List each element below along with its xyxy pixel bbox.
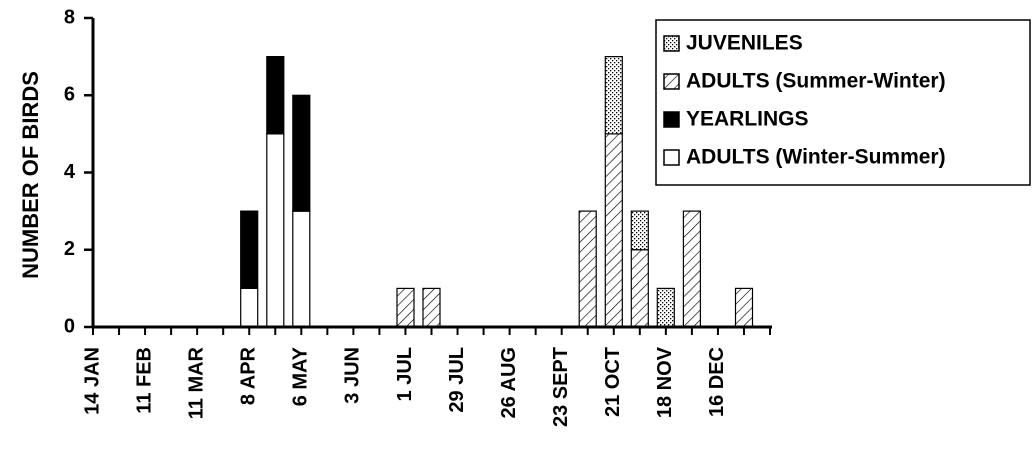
x-tick-label: 11 MAR [185,346,207,419]
bars-layer [240,55,754,328]
y-tick-label: 6 [64,84,75,106]
x-tick-label: 3 JUN [342,347,364,404]
x-tick-label: 6 MAY [290,346,312,406]
bar-segment [682,210,702,328]
legend-swatch [663,73,680,90]
bar-segment [656,287,675,328]
legend-box [655,19,1031,186]
bar-segment [266,133,285,328]
bar-segment [292,210,311,328]
legend-swatch [663,149,680,166]
x-tick-label: 11 FEB [133,347,155,414]
y-tick-label: 8 [64,6,75,28]
x-tick-label: 18 NOV [654,346,676,418]
bar-segment [604,55,623,135]
y-tick-label: 4 [64,161,76,183]
x-tick-label: 14 JAN [81,347,103,415]
bar-segment [604,133,623,328]
y-tick-label: 0 [64,315,75,337]
bar-segment [734,287,754,328]
legend-label: ADULTS (Summer-Winter) [686,70,946,93]
legend-label: JUVENILES [686,32,803,55]
x-tick-label: 16 DEC [706,347,728,417]
x-tick-label: 23 SEPT [550,347,572,427]
legend-label: ADULTS (Winter-Summer) [686,146,946,169]
axes-layer: 0 2 4 6 8 14 JAN 11 FEB 11 MAR 8 APR 6 MAY 3 JUN 1 … [64,6,772,427]
bar-segment [630,249,649,328]
bar-segment [396,287,415,328]
legend-label: YEARLINGS [686,108,809,131]
x-tick-label: 29 JUL [446,347,468,413]
y-tick-label: 2 [64,238,75,260]
bar-segment [240,287,259,328]
legend-swatch [663,111,680,128]
bar-segment [266,55,285,135]
bar-segment [422,287,441,328]
x-tick-label: 26 AUG [498,347,520,419]
legend: JUVENILES ADULTS (Summer-Winter) YEARLINGS… [655,19,1031,186]
bar-segment [630,210,649,251]
x-tick-label: 1 JUL [394,347,416,401]
bar-segment [578,210,597,328]
x-tick-label: 8 APR [237,346,259,405]
legend-swatch [663,35,680,52]
bar-segment [292,94,311,212]
y-axis-label: NUMBER OF BIRDS [18,71,43,279]
x-tick-label: 21 OCT [602,347,624,417]
bar-segment [240,210,259,290]
